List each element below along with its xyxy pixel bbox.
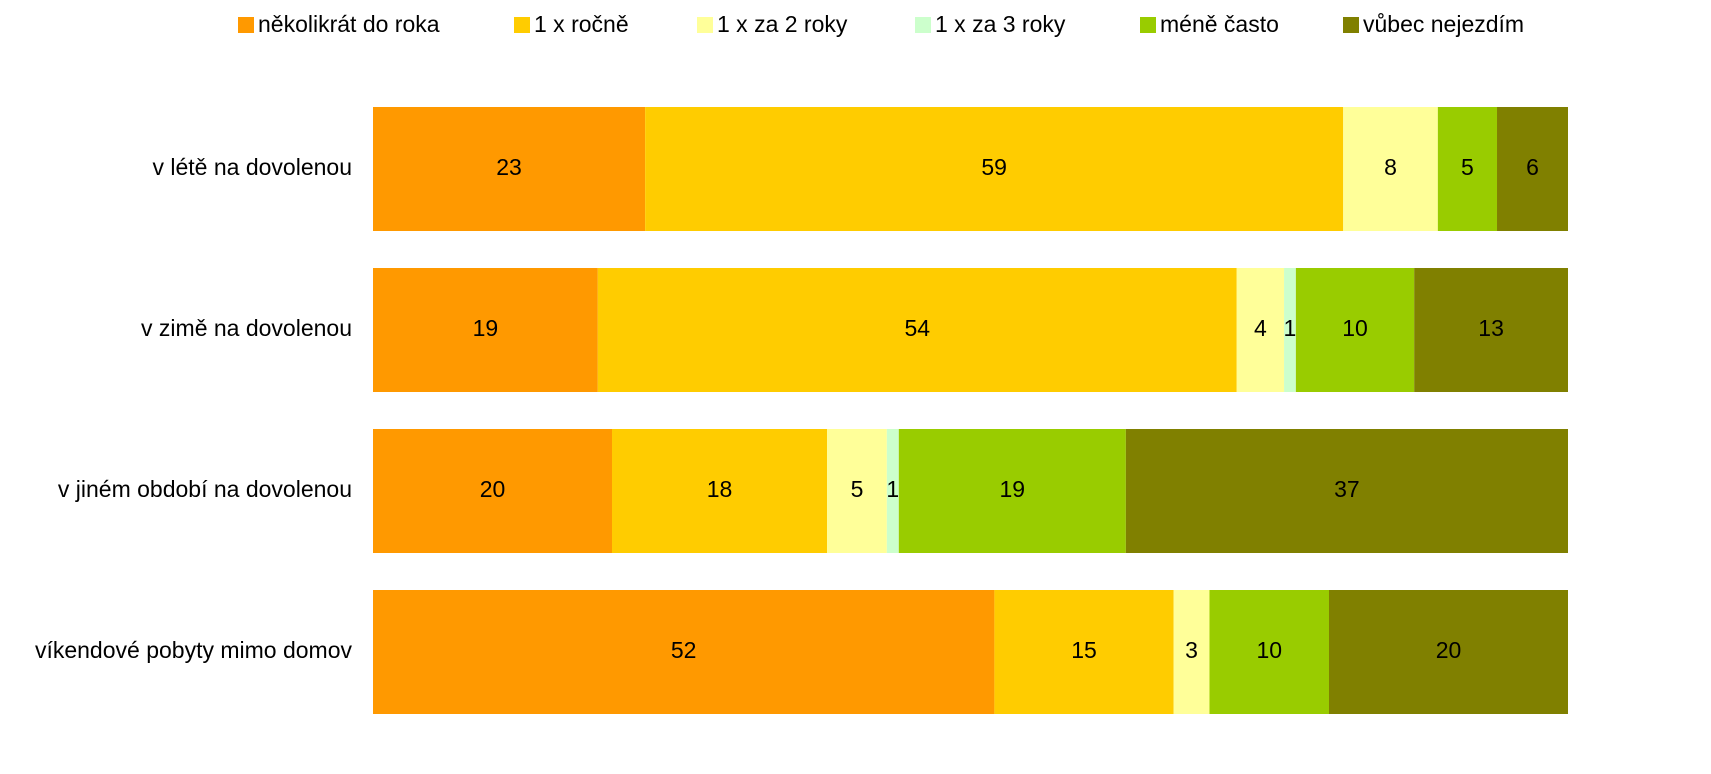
bar-segment	[1125, 429, 1568, 553]
legend-label: méně často	[1160, 11, 1279, 37]
bar-segment	[1329, 590, 1568, 714]
data-label: 52	[671, 637, 697, 663]
legend-swatch	[697, 17, 713, 33]
bar-segment	[827, 429, 887, 553]
bar-segment	[994, 590, 1174, 714]
bar-segment	[597, 268, 1237, 392]
legend-swatch	[1140, 17, 1156, 33]
bar-segment	[1437, 107, 1498, 231]
data-label: 1	[886, 476, 899, 502]
data-label: 20	[480, 476, 506, 502]
category-label: v zimě na dovolenou	[141, 315, 352, 341]
bar-segment	[612, 429, 828, 553]
category-label: v létě na dovolenou	[153, 154, 353, 180]
bar-segment	[1497, 107, 1568, 231]
category-label: v jiném období na dovolenou	[58, 476, 352, 502]
data-label: 20	[1436, 637, 1462, 663]
data-label: 10	[1256, 637, 1282, 663]
data-label: 13	[1478, 315, 1504, 341]
data-label: 3	[1185, 637, 1198, 663]
bar-segment	[1343, 107, 1438, 231]
data-label: 15	[1071, 637, 1097, 663]
data-label: 1	[1284, 315, 1297, 341]
legend-label: 1 x za 3 roky	[935, 11, 1066, 37]
bar-segment	[1414, 268, 1568, 392]
bar-segment	[1173, 590, 1210, 714]
bar-segment	[373, 429, 612, 553]
data-label: 8	[1384, 154, 1397, 180]
legend-label: vůbec nejezdím	[1363, 11, 1524, 37]
bar-segment	[1236, 268, 1285, 392]
bar-segment	[373, 590, 995, 714]
legend-swatch	[514, 17, 530, 33]
bar-segment	[645, 107, 1344, 231]
data-label: 4	[1254, 315, 1267, 341]
legend-swatch	[915, 17, 931, 33]
data-label: 5	[851, 476, 864, 502]
data-label: 23	[496, 154, 522, 180]
bar-segment	[1209, 590, 1329, 714]
data-label: 6	[1526, 154, 1539, 180]
bar-segment	[1295, 268, 1415, 392]
legend-label: několikrát do roka	[258, 11, 440, 37]
legend-swatch	[238, 17, 254, 33]
bar-segment	[898, 429, 1126, 553]
data-label: 54	[904, 315, 930, 341]
bar-segment	[1284, 268, 1296, 392]
data-label: 19	[1000, 476, 1026, 502]
data-label: 18	[707, 476, 733, 502]
bar-segment	[886, 429, 899, 553]
data-label: 10	[1342, 315, 1368, 341]
legend-label: 1 x ročně	[534, 11, 629, 37]
data-label: 5	[1461, 154, 1474, 180]
category-label: víkendové pobyty mimo domov	[35, 637, 353, 663]
legend-swatch	[1343, 17, 1359, 33]
legend-label: 1 x za 2 roky	[717, 11, 848, 37]
data-label: 37	[1334, 476, 1360, 502]
bar-segment	[373, 268, 598, 392]
data-label: 59	[981, 154, 1007, 180]
data-label: 19	[473, 315, 499, 341]
bar-segment	[373, 107, 646, 231]
